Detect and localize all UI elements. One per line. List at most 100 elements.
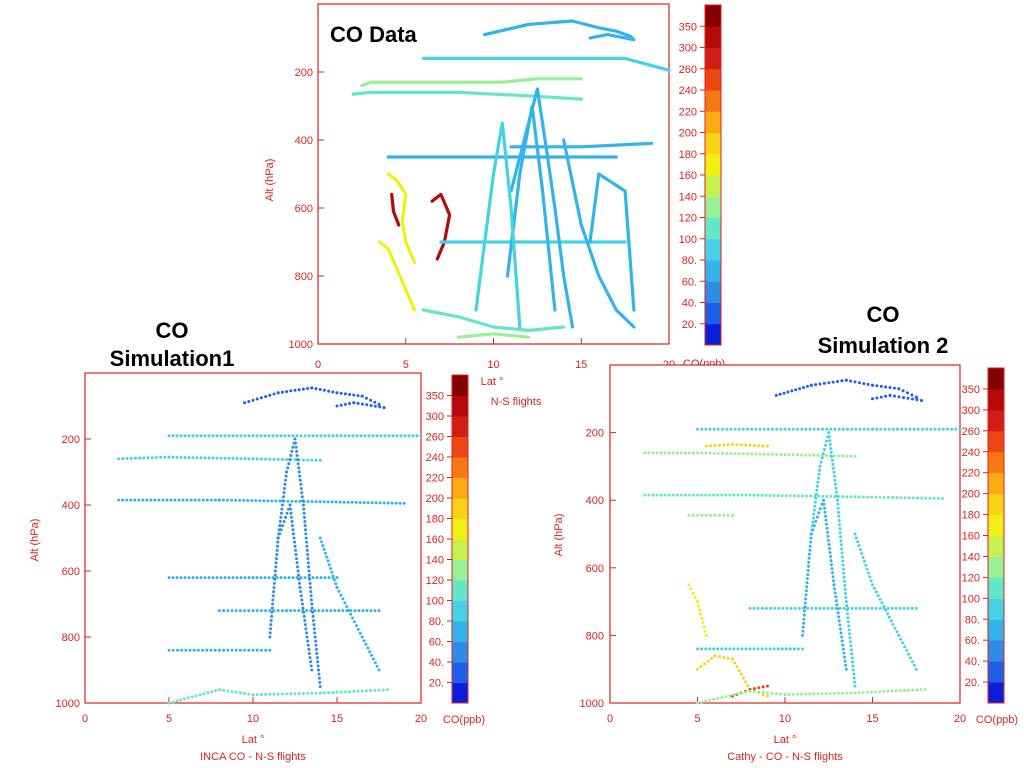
- track-point: [175, 455, 179, 459]
- track-point: [301, 606, 305, 610]
- track-point: [806, 573, 810, 577]
- track-point: [760, 493, 764, 497]
- track-point: [805, 494, 808, 498]
- track-point: [258, 499, 262, 503]
- track-point: [803, 609, 807, 613]
- track-point: [800, 453, 803, 457]
- track-point: [297, 388, 301, 392]
- track-point: [849, 379, 853, 383]
- track-point: [728, 647, 732, 651]
- track-point: [713, 654, 717, 658]
- track-point: [733, 661, 737, 665]
- track-point: [307, 652, 311, 655]
- track-point: [890, 606, 894, 610]
- track-point: [929, 427, 933, 431]
- track-point: [247, 400, 251, 403]
- track-point: [854, 427, 858, 431]
- track-point: [924, 496, 928, 500]
- track-point: [906, 391, 909, 395]
- track-point: [278, 499, 282, 503]
- track-point: [840, 551, 844, 555]
- track-point: [298, 474, 302, 478]
- track-point: [322, 547, 326, 551]
- track-point: [899, 637, 903, 641]
- track-point: [842, 575, 846, 579]
- track-point: [818, 382, 822, 386]
- colorbar-label: CO(ppb): [443, 714, 485, 726]
- track-point: [327, 563, 331, 567]
- colorbar-segment: [988, 682, 1004, 704]
- x-tick-label: 15: [331, 713, 343, 725]
- track-point: [314, 500, 318, 504]
- track-point: [310, 386, 314, 390]
- track-point: [675, 493, 679, 497]
- track-point: [295, 434, 299, 438]
- track-point: [185, 498, 189, 502]
- colorbar-tick-label: 100: [426, 596, 444, 608]
- track-point: [716, 451, 720, 455]
- track-point: [746, 684, 750, 688]
- track-point: [779, 692, 783, 696]
- track-point: [330, 500, 334, 504]
- flight-track-5: [687, 513, 734, 517]
- track-point: [712, 427, 716, 431]
- track-point: [167, 455, 171, 459]
- track-point: [844, 592, 847, 595]
- track-point: [831, 466, 835, 470]
- track-point: [875, 384, 879, 388]
- colorbar-tick-label: 120: [962, 572, 980, 584]
- track-point: [304, 532, 308, 536]
- y-axis-label: Alt (hPa): [264, 159, 276, 202]
- track-point: [818, 464, 822, 468]
- track-point: [318, 500, 322, 504]
- track-point: [153, 498, 157, 502]
- track-point: [301, 499, 305, 503]
- track-point: [239, 457, 243, 461]
- track-point: [809, 383, 813, 387]
- track-point: [835, 603, 839, 607]
- track-point: [373, 404, 377, 408]
- track-point: [899, 496, 903, 500]
- colorbar-segment: [705, 153, 721, 176]
- track-point: [272, 392, 276, 396]
- track-point: [235, 457, 239, 460]
- track-point: [830, 458, 834, 462]
- track-point: [295, 449, 299, 453]
- track-point: [306, 561, 310, 565]
- track-point: [862, 559, 866, 563]
- track-point: [914, 667, 918, 671]
- flight-track-7: [167, 688, 389, 705]
- track-point: [310, 668, 314, 672]
- y-axis-label: Alt (hPa): [553, 514, 565, 557]
- colorbar-segment: [452, 641, 468, 663]
- track-point: [306, 691, 310, 695]
- track-point: [310, 691, 314, 695]
- track-point: [310, 602, 314, 606]
- track-point: [841, 563, 845, 567]
- flight-track-2: [421, 56, 671, 72]
- flight-track-7: [390, 192, 401, 227]
- track-point: [250, 499, 254, 503]
- track-point: [700, 647, 703, 651]
- track-point: [831, 380, 835, 384]
- track-point: [728, 694, 732, 698]
- track-point: [687, 451, 691, 455]
- track-point: [243, 648, 247, 652]
- x-tick-label: 10: [487, 359, 499, 371]
- track-point: [825, 494, 829, 498]
- track-point: [198, 693, 202, 697]
- track-point: [871, 397, 874, 401]
- track-point: [754, 427, 758, 431]
- track-point: [195, 434, 199, 438]
- track-point: [827, 431, 831, 435]
- track-point: [850, 652, 854, 656]
- track-point: [710, 656, 713, 660]
- x-tick-label: 5: [166, 713, 172, 725]
- track-point: [222, 648, 226, 652]
- track-point: [757, 444, 761, 448]
- x-axis-label: Lat °: [242, 734, 265, 746]
- track-point: [850, 656, 854, 660]
- track-point: [352, 689, 356, 693]
- colorbar-tick-label: 350: [426, 391, 444, 403]
- track-point: [291, 528, 295, 532]
